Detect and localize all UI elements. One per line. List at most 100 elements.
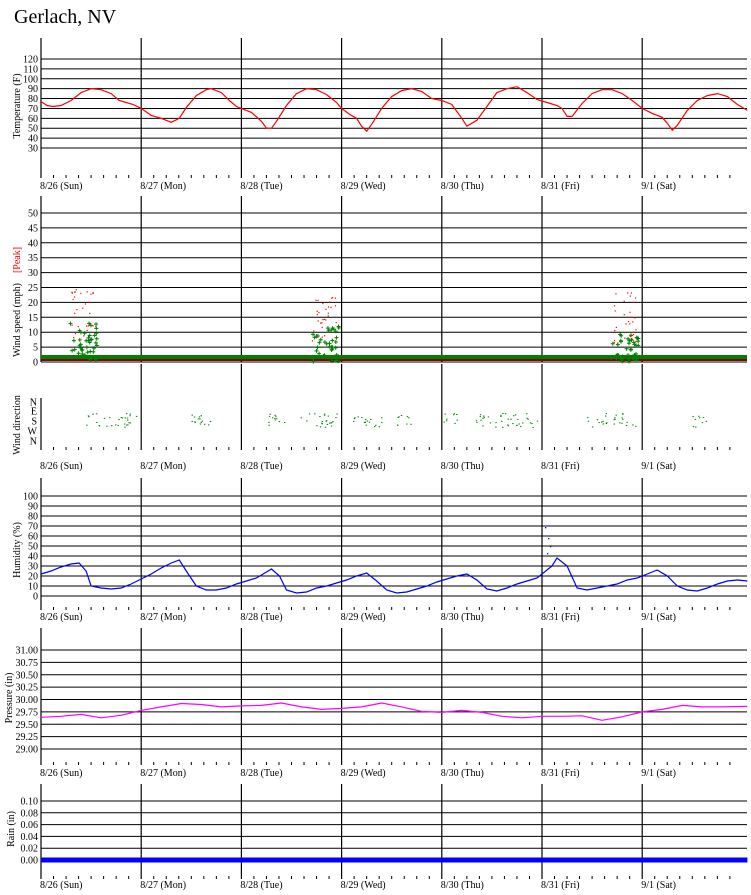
direction-point [336, 413, 338, 415]
wind-peak-point [327, 306, 330, 308]
day-label: 9/1 (Sat) [641, 612, 676, 623]
temperature-day-axis: 8/26 (Sun) 8/27 (Mon) 8/28 (Tue) 8/29 (Wed)… [40, 175, 731, 192]
direction-point [476, 421, 478, 423]
direction-point [502, 413, 504, 415]
direction-point [115, 424, 117, 426]
wind-peak-point [624, 337, 626, 339]
direction-point [453, 414, 455, 416]
direction-point [124, 426, 126, 428]
wind-speed-point [94, 331, 99, 336]
direction-point [410, 423, 412, 425]
direction-point [479, 416, 482, 418]
direction-point [365, 419, 367, 421]
wind-peak-point [632, 321, 634, 323]
wind-speed-point [94, 322, 99, 327]
wind-speed-point [93, 340, 98, 345]
direction-point [514, 414, 517, 416]
direction-segment [396, 414, 412, 426]
y-tick-label: 31.00 [16, 646, 39, 657]
y-tick-label: 50 [28, 209, 38, 220]
wind-peak-point [615, 293, 617, 295]
direction-point [635, 425, 637, 427]
direction-point [518, 423, 520, 425]
y-tick-label: 50 [28, 124, 38, 135]
wind-speed-point [614, 356, 619, 361]
wind-peak-point [631, 334, 633, 337]
y-tick-label: 30.50 [16, 670, 39, 681]
wind-speed-point [616, 353, 621, 358]
direction-point [406, 423, 408, 425]
wind-peak-point [76, 309, 78, 311]
wind-peak-point [321, 322, 323, 324]
direction-point [125, 424, 128, 426]
direction-point [269, 413, 271, 415]
rain-frame: 0.000.020.040.060.080.10 [21, 784, 747, 879]
day-label: 8/26 (Sun) [40, 461, 83, 472]
wind-speed-point [77, 337, 82, 342]
direction-tick-label: N [30, 437, 37, 448]
humidity-spike-point [545, 527, 547, 529]
direction-point [323, 414, 326, 416]
direction-point [118, 418, 120, 420]
wind-peak-point [334, 297, 336, 299]
direction-point [695, 426, 697, 428]
direction-point [92, 413, 94, 415]
wind-speed-point [329, 327, 334, 332]
direction-point [194, 421, 197, 423]
wind-speed-point [311, 359, 316, 364]
direction-point [692, 426, 695, 428]
day-label: 8/26 (Sun) [40, 880, 83, 891]
gust-cluster [609, 292, 641, 364]
direction-point [479, 414, 482, 416]
wind-peak-point [86, 291, 88, 293]
wind-peak-point [631, 338, 633, 340]
day-label: 8/31 (Fri) [541, 768, 580, 779]
wind-peak-point [317, 299, 319, 301]
direction-point [271, 417, 274, 419]
direction-point [198, 416, 201, 418]
humidity-day-axis: 8/26 (Sun) 8/27 (Mon) 8/28 (Tue) 8/29 (Wed)… [40, 607, 731, 623]
direction-tick-label: N [30, 398, 37, 409]
direction-point [321, 423, 323, 425]
direction-point [128, 422, 130, 424]
direction-point [500, 414, 502, 416]
direction-point [117, 424, 119, 426]
wind-speed-point [76, 351, 81, 356]
direction-point [95, 413, 98, 415]
direction-point [268, 424, 270, 426]
wind-peak-point [316, 313, 318, 316]
wind-speed-point [333, 345, 338, 350]
y-tick-label: 90 [28, 84, 38, 95]
wind-speed-point [314, 348, 319, 353]
direction-point [396, 424, 399, 426]
y-tick-label: 10 [28, 328, 38, 339]
wind-speed-point [610, 341, 615, 346]
wind-peak-point [84, 303, 87, 305]
y-tick-label: 0.02 [21, 844, 39, 855]
wind-peak-point [316, 310, 318, 312]
wind-speed-point [68, 321, 73, 326]
wind-peak-point [623, 314, 625, 316]
direction-point [375, 424, 377, 426]
day-label: 8/30 (Thu) [441, 181, 484, 192]
wind-speed-point [94, 336, 99, 341]
direction-point [353, 418, 356, 420]
direction-point [475, 420, 478, 422]
pressure-ylabel: Pressure (in) [4, 673, 15, 724]
wind-peak-point [315, 299, 317, 301]
direction-point [123, 423, 126, 425]
wind-speed-point [335, 359, 340, 364]
direction-point [444, 413, 446, 415]
y-tick-label: 60 [28, 114, 38, 125]
wind-peak-point [334, 305, 337, 307]
wind-peak-point [320, 322, 322, 324]
direction-point [510, 418, 512, 420]
wind-peak-point [317, 320, 319, 322]
y-tick-label: 0.06 [21, 820, 39, 831]
day-label: 8/29 (Wed) [341, 612, 386, 623]
direction-point [587, 420, 590, 422]
direction-point [504, 413, 507, 415]
direction-segment [353, 416, 383, 428]
wind-peak-point [335, 337, 337, 339]
